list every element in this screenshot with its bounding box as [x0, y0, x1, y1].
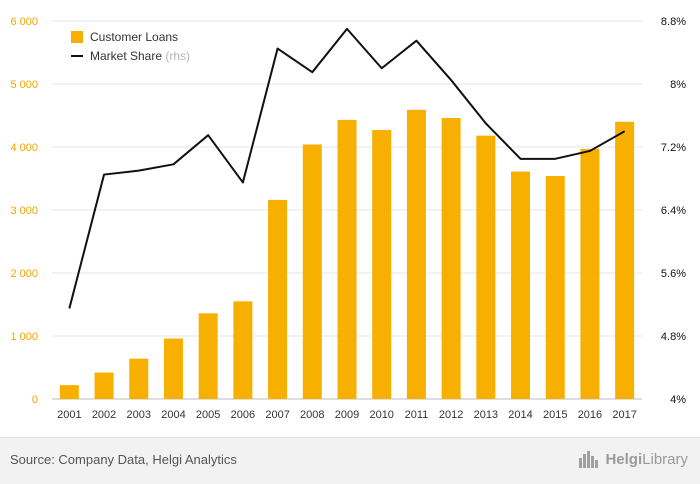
legend-label-market-share: Market Share (rhs)	[90, 49, 190, 63]
city-skyline-icon	[578, 450, 600, 468]
bar	[60, 385, 79, 399]
bar	[95, 373, 114, 399]
bar	[476, 136, 495, 399]
chart: 2001 2002 2003 2004 2005 2006 2007 2008 2009 2010…	[0, 0, 700, 437]
bar	[407, 110, 426, 399]
x-tick-label: 2015	[543, 409, 567, 421]
source-text: Source: Company Data, Helgi Analytics	[10, 452, 237, 467]
x-tick-label: 2011	[405, 409, 429, 421]
bar	[615, 122, 634, 399]
brand-logo: HelgiLibrary	[578, 450, 688, 468]
bar	[233, 301, 252, 399]
x-tick-label: 2005	[196, 409, 220, 421]
y-left-tick-label: 0	[32, 394, 38, 406]
x-tick-label: 2002	[92, 409, 116, 421]
bar-series	[60, 110, 634, 399]
x-tick-label: 2006	[231, 409, 255, 421]
x-axis: 2001 2002 2003 2004 2005 2006 2007 2008 2009 2010…	[57, 409, 637, 421]
y-right-tick-label: 8%	[670, 79, 686, 91]
bar	[442, 118, 461, 399]
y-axis-right: 4% 4.8% 5.6% 6.4% 7.2% 8% 8.8%	[661, 16, 686, 406]
y-right-tick-label: 6.4%	[661, 205, 686, 217]
bar	[268, 200, 287, 399]
bar	[164, 339, 183, 399]
x-tick-label: 2014	[508, 409, 532, 421]
bar	[338, 120, 357, 399]
bar	[546, 176, 565, 399]
legend-label-customer-loans: Customer Loans	[90, 30, 178, 44]
bar	[372, 130, 391, 399]
y-left-tick-label: 3 000	[10, 205, 38, 217]
x-tick-label: 2017	[612, 409, 636, 421]
x-tick-label: 2009	[335, 409, 359, 421]
legend: Customer Loans Market Share (rhs)	[71, 30, 190, 63]
y-left-tick-label: 2 000	[10, 268, 38, 280]
bar	[580, 149, 599, 399]
x-tick-label: 2016	[578, 409, 602, 421]
y-axis-left: 0 1 000 2 000 3 000 4 000 5 000 6 000	[10, 16, 38, 406]
y-left-tick-label: 5 000	[10, 79, 38, 91]
bar	[199, 313, 218, 399]
x-tick-label: 2003	[127, 409, 151, 421]
x-tick-label: 2004	[161, 409, 185, 421]
y-right-tick-label: 8.8%	[661, 16, 686, 28]
legend-swatch-customer-loans	[71, 31, 83, 43]
footer-bar: Source: Company Data, Helgi Analytics He…	[0, 437, 700, 484]
y-left-tick-label: 4 000	[10, 142, 38, 154]
x-tick-label: 2008	[300, 409, 324, 421]
bar	[129, 359, 148, 399]
y-right-tick-label: 4%	[670, 394, 686, 406]
legend-rhs-suffix: (rhs)	[165, 49, 190, 63]
brand-text: HelgiLibrary	[605, 451, 688, 468]
bar	[303, 144, 322, 399]
x-tick-label: 2007	[265, 409, 289, 421]
y-right-tick-label: 5.6%	[661, 268, 686, 280]
x-tick-label: 2012	[439, 409, 463, 421]
y-right-tick-label: 7.2%	[661, 142, 686, 154]
y-left-tick-label: 1 000	[10, 331, 38, 343]
x-tick-label: 2001	[57, 409, 81, 421]
x-tick-label: 2013	[474, 409, 498, 421]
y-right-tick-label: 4.8%	[661, 331, 686, 343]
bar	[511, 172, 530, 399]
x-tick-label: 2010	[369, 409, 393, 421]
y-left-tick-label: 6 000	[10, 16, 38, 28]
